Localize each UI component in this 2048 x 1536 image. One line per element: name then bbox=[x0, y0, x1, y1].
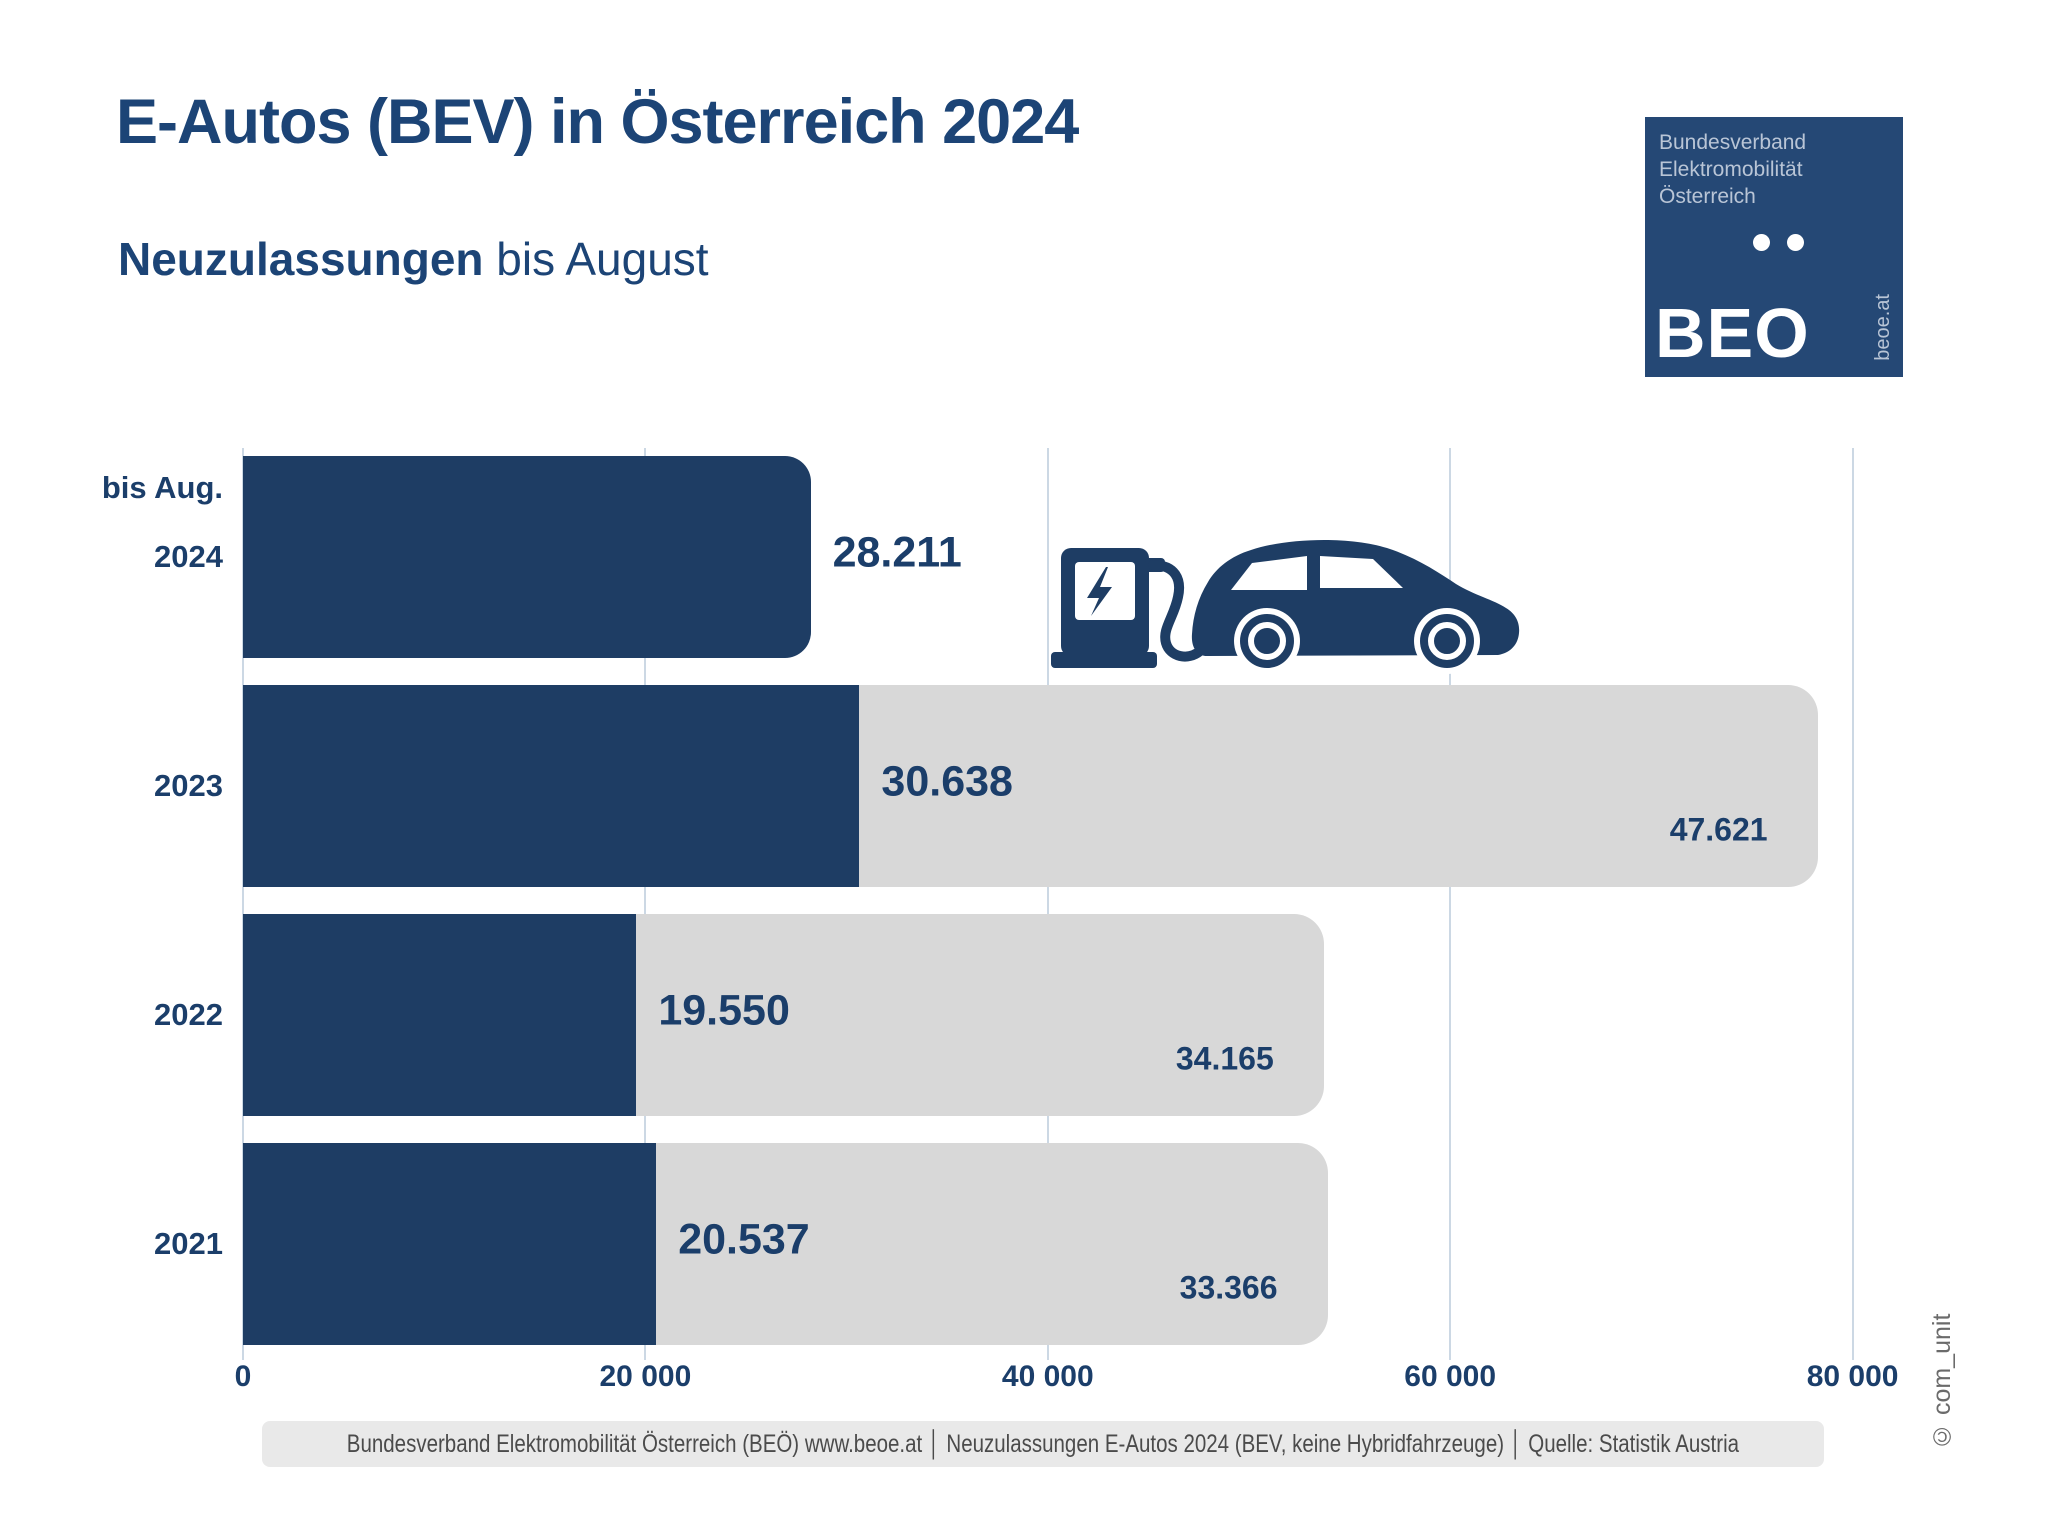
car-wheel-icon bbox=[1240, 614, 1294, 668]
grid-line bbox=[1851, 448, 1854, 1360]
lightning-bolt-icon bbox=[1087, 567, 1112, 616]
credit-vertical-text: © com_unit bbox=[1928, 1313, 1956, 1450]
beo-logo: Bundesverband Elektromobilität Österreic… bbox=[1645, 117, 1903, 377]
logo-org-line: Elektromobilität bbox=[1659, 158, 1803, 181]
bar-value-label: 28.211 bbox=[832, 528, 962, 577]
bar-value-label: 19.550 bbox=[658, 986, 790, 1035]
logo-org-line: Österreich bbox=[1659, 185, 1756, 208]
logo-umlaut-dot-icon bbox=[1787, 234, 1804, 251]
bar-total-label: 34.165 bbox=[1175, 1040, 1274, 1077]
bar-until-august bbox=[243, 914, 637, 1116]
logo-umlaut-dot-icon bbox=[1753, 234, 1770, 251]
bar-total-label: 33.366 bbox=[1179, 1269, 1278, 1306]
x-axis-tick-label: 20 000 bbox=[599, 1360, 692, 1393]
logo-org-name: Bundesverband Elektromobilität Österreic… bbox=[1659, 129, 1806, 210]
footer-source-text: Bundesverband Elektromobilität Österreic… bbox=[346, 1429, 1740, 1458]
charging-station-icon bbox=[1051, 548, 1165, 668]
page-title: E-Autos (BEV) in Österreich 2024 bbox=[116, 87, 1079, 157]
bar-value-label: 30.638 bbox=[881, 757, 1013, 806]
bar-full-year bbox=[636, 914, 1324, 1116]
x-axis-tick-label: 80 000 bbox=[1806, 1360, 1899, 1393]
car-front-window bbox=[1320, 556, 1403, 588]
category-label: 2024 bbox=[154, 539, 223, 574]
page-subtitle: Neuzulassungen bis August bbox=[118, 232, 709, 286]
logo-org-line: Bundesverband bbox=[1659, 131, 1807, 154]
bar-until-august bbox=[243, 456, 811, 658]
bar-until-august bbox=[243, 685, 860, 887]
grid-line bbox=[1449, 448, 1452, 1360]
x-axis-tick-label: 60 000 bbox=[1404, 1360, 1497, 1393]
logo-acronym: BEO bbox=[1655, 294, 1810, 372]
bar-full-year bbox=[859, 685, 1818, 887]
charging-station-base bbox=[1051, 652, 1157, 668]
bar-value-label: 20.537 bbox=[678, 1215, 810, 1264]
bar-total-label: 47.621 bbox=[1669, 811, 1768, 848]
x-axis-tick-label: 0 bbox=[234, 1360, 252, 1393]
ev-charging-icon bbox=[1051, 539, 1520, 674]
bar-until-august bbox=[243, 1143, 657, 1345]
category-label: 2021 bbox=[154, 1226, 223, 1261]
category-label: 2022 bbox=[154, 997, 223, 1032]
category-prefix-label: bis Aug. bbox=[101, 470, 223, 505]
car-rear-window bbox=[1231, 556, 1307, 590]
ev-car-icon bbox=[1191, 539, 1520, 674]
footer-source-bar: Bundesverband Elektromobilität Österreic… bbox=[262, 1421, 1824, 1467]
grid-line bbox=[1046, 448, 1049, 1360]
grid-line bbox=[644, 448, 647, 1360]
page-subtitle-regular: bis August bbox=[483, 233, 709, 285]
category-label: 2023 bbox=[154, 768, 223, 803]
grid-line bbox=[242, 448, 244, 1360]
page-subtitle-bold: Neuzulassungen bbox=[118, 233, 484, 285]
car-wheel-icon bbox=[1420, 614, 1474, 668]
x-axis-tick-label: 40 000 bbox=[1001, 1360, 1094, 1393]
bar-full-year bbox=[656, 1143, 1328, 1345]
